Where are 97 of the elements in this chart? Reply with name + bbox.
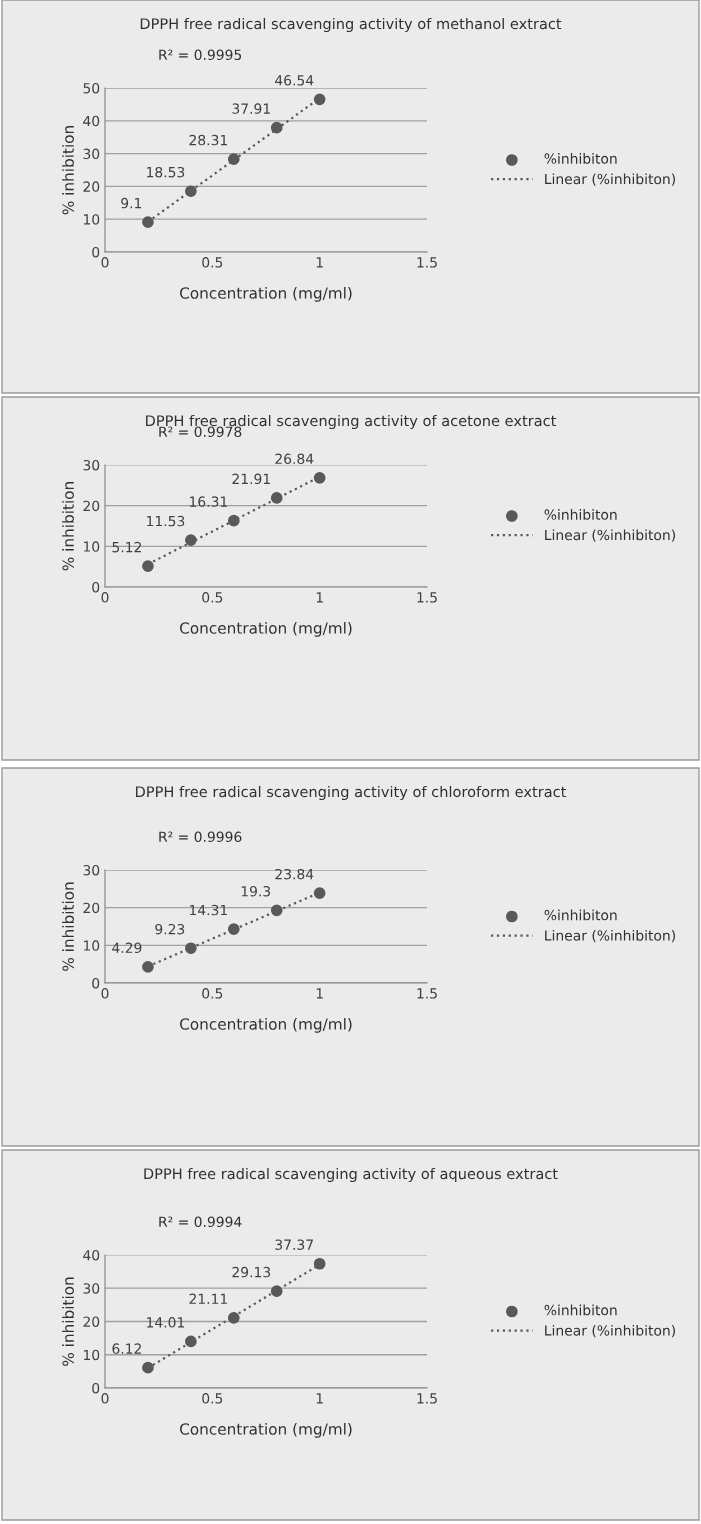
x-tick-label: 0.5 [202,592,223,603]
data-label: 4.29 [112,942,142,954]
x-tick-label: 0 [101,257,109,268]
x-tick-label: 1.5 [417,988,437,999]
y-tick-label: 20 [83,181,100,192]
y-tick-label: 10 [83,940,100,951]
point [313,472,326,484]
legend-label: Linear (%inhibiton) [545,929,675,943]
y-tick-label: 0 [92,246,100,258]
y-tick-label: 0 [92,581,100,593]
point [313,887,326,900]
y-tick-label: 50 [83,82,100,94]
y-tick-label: 30 [83,459,100,471]
point [142,1361,154,1374]
data-label: 14.01 [147,1317,185,1328]
point [227,514,240,527]
point [185,185,197,198]
legend-label: Linear (%inhibiton) [545,1324,675,1338]
y-tick-label: 20 [83,902,100,914]
point [313,93,326,106]
point [227,1311,240,1324]
data-label: 29.13 [232,1266,271,1278]
y-tick-label: 40 [83,115,100,127]
x-axis-title: Concentration (mg/ml) [180,1017,352,1033]
text: R² = 0.9996 [159,831,242,843]
x-tick-label: 1 [316,988,323,999]
y-tick-label: 20 [83,500,100,512]
y-tick-label: 10 [83,214,100,225]
point [142,560,154,573]
data-label: 37.37 [275,1239,313,1250]
point [142,960,154,973]
x-tick-label: 0.5 [202,1393,223,1404]
point [185,1335,197,1348]
y-axis-title: % inhibition [62,482,74,571]
point [270,492,283,504]
text: R² = 0.9994 [159,1216,242,1228]
y-tick-label: 10 [83,1349,100,1361]
chart-title: DPPH free radical scavenging activity of aqueous extract [144,1167,558,1183]
x-tick-label: 1.5 [417,1393,437,1404]
x-tick-label: 1.5 [417,257,437,268]
y-axis-title: % inhibition [62,126,74,215]
y-axis-title: % inhibition [62,1277,74,1366]
legend-label: Linear (%inhibiton) [545,529,675,542]
legend-label: %inhibiton [544,509,617,520]
data-label: 21.91 [232,473,270,485]
x-axis-title: Concentration (mg/ml) [180,621,352,637]
point [270,904,283,917]
x-tick-label: 0.5 [202,988,223,999]
chart-title: DPPH free radical scavenging activity of chloroform extract [136,785,567,801]
point [227,923,240,935]
point [142,216,154,228]
data-label: 9.1 [121,197,142,209]
x-tick-label: 0 [101,988,109,999]
y-tick-label: 20 [83,1316,100,1327]
data-label: 14.31 [190,904,227,916]
x-tick-label: 0 [101,592,109,603]
legend-label: Linear (%inhibiton) [545,173,675,186]
x-tick-label: 1 [316,1393,323,1404]
text: R² = 0.9995 [159,49,242,61]
point [185,534,197,546]
data-label: 21.11 [189,1293,227,1304]
x-tick-label: 0 [101,1393,109,1404]
point [313,1257,326,1270]
y-tick-label: 40 [83,1249,100,1261]
legend-label: %inhibiton [544,909,617,921]
data-label: 11.53 [147,515,185,527]
point [270,1285,283,1297]
chart-title: DPPH free radical scavenging activity of methanol extract [140,17,562,33]
data-label: 5.12 [112,541,141,553]
data-label: 26.84 [275,453,314,465]
data-label: 16.31 [190,496,227,507]
y-tick-label: 30 [83,1283,100,1294]
y-axis-title: % inhibition [62,882,74,971]
data-label: 37.91 [232,103,270,114]
legend-label: %inhibiton [544,153,617,164]
data-label: 28.31 [189,134,227,146]
data-label: 46.54 [275,75,314,86]
point [227,153,240,165]
x-tick-label: 0.5 [202,257,223,268]
x-tick-label: 1 [316,592,323,603]
legend-label: %inhibiton [544,1304,617,1316]
data-label: 19.3 [241,886,271,897]
y-tick-label: 10 [83,541,100,552]
y-tick-label: 0 [92,977,100,989]
y-tick-label: 30 [83,148,100,160]
x-axis-title: Concentration (mg/ml) [180,286,352,302]
point [270,121,283,134]
x-tick-label: 1 [316,257,323,268]
data-label: 18.53 [147,166,185,178]
data-label: 6.12 [112,1343,141,1354]
x-tick-label: 1.5 [417,592,437,603]
y-tick-label: 30 [83,864,100,876]
point [185,942,197,955]
y-tick-label: 0 [92,1382,100,1394]
data-label: 23.84 [275,868,314,880]
x-axis-title: Concentration (mg/ml) [180,1422,352,1438]
data-label: 9.23 [155,923,185,935]
